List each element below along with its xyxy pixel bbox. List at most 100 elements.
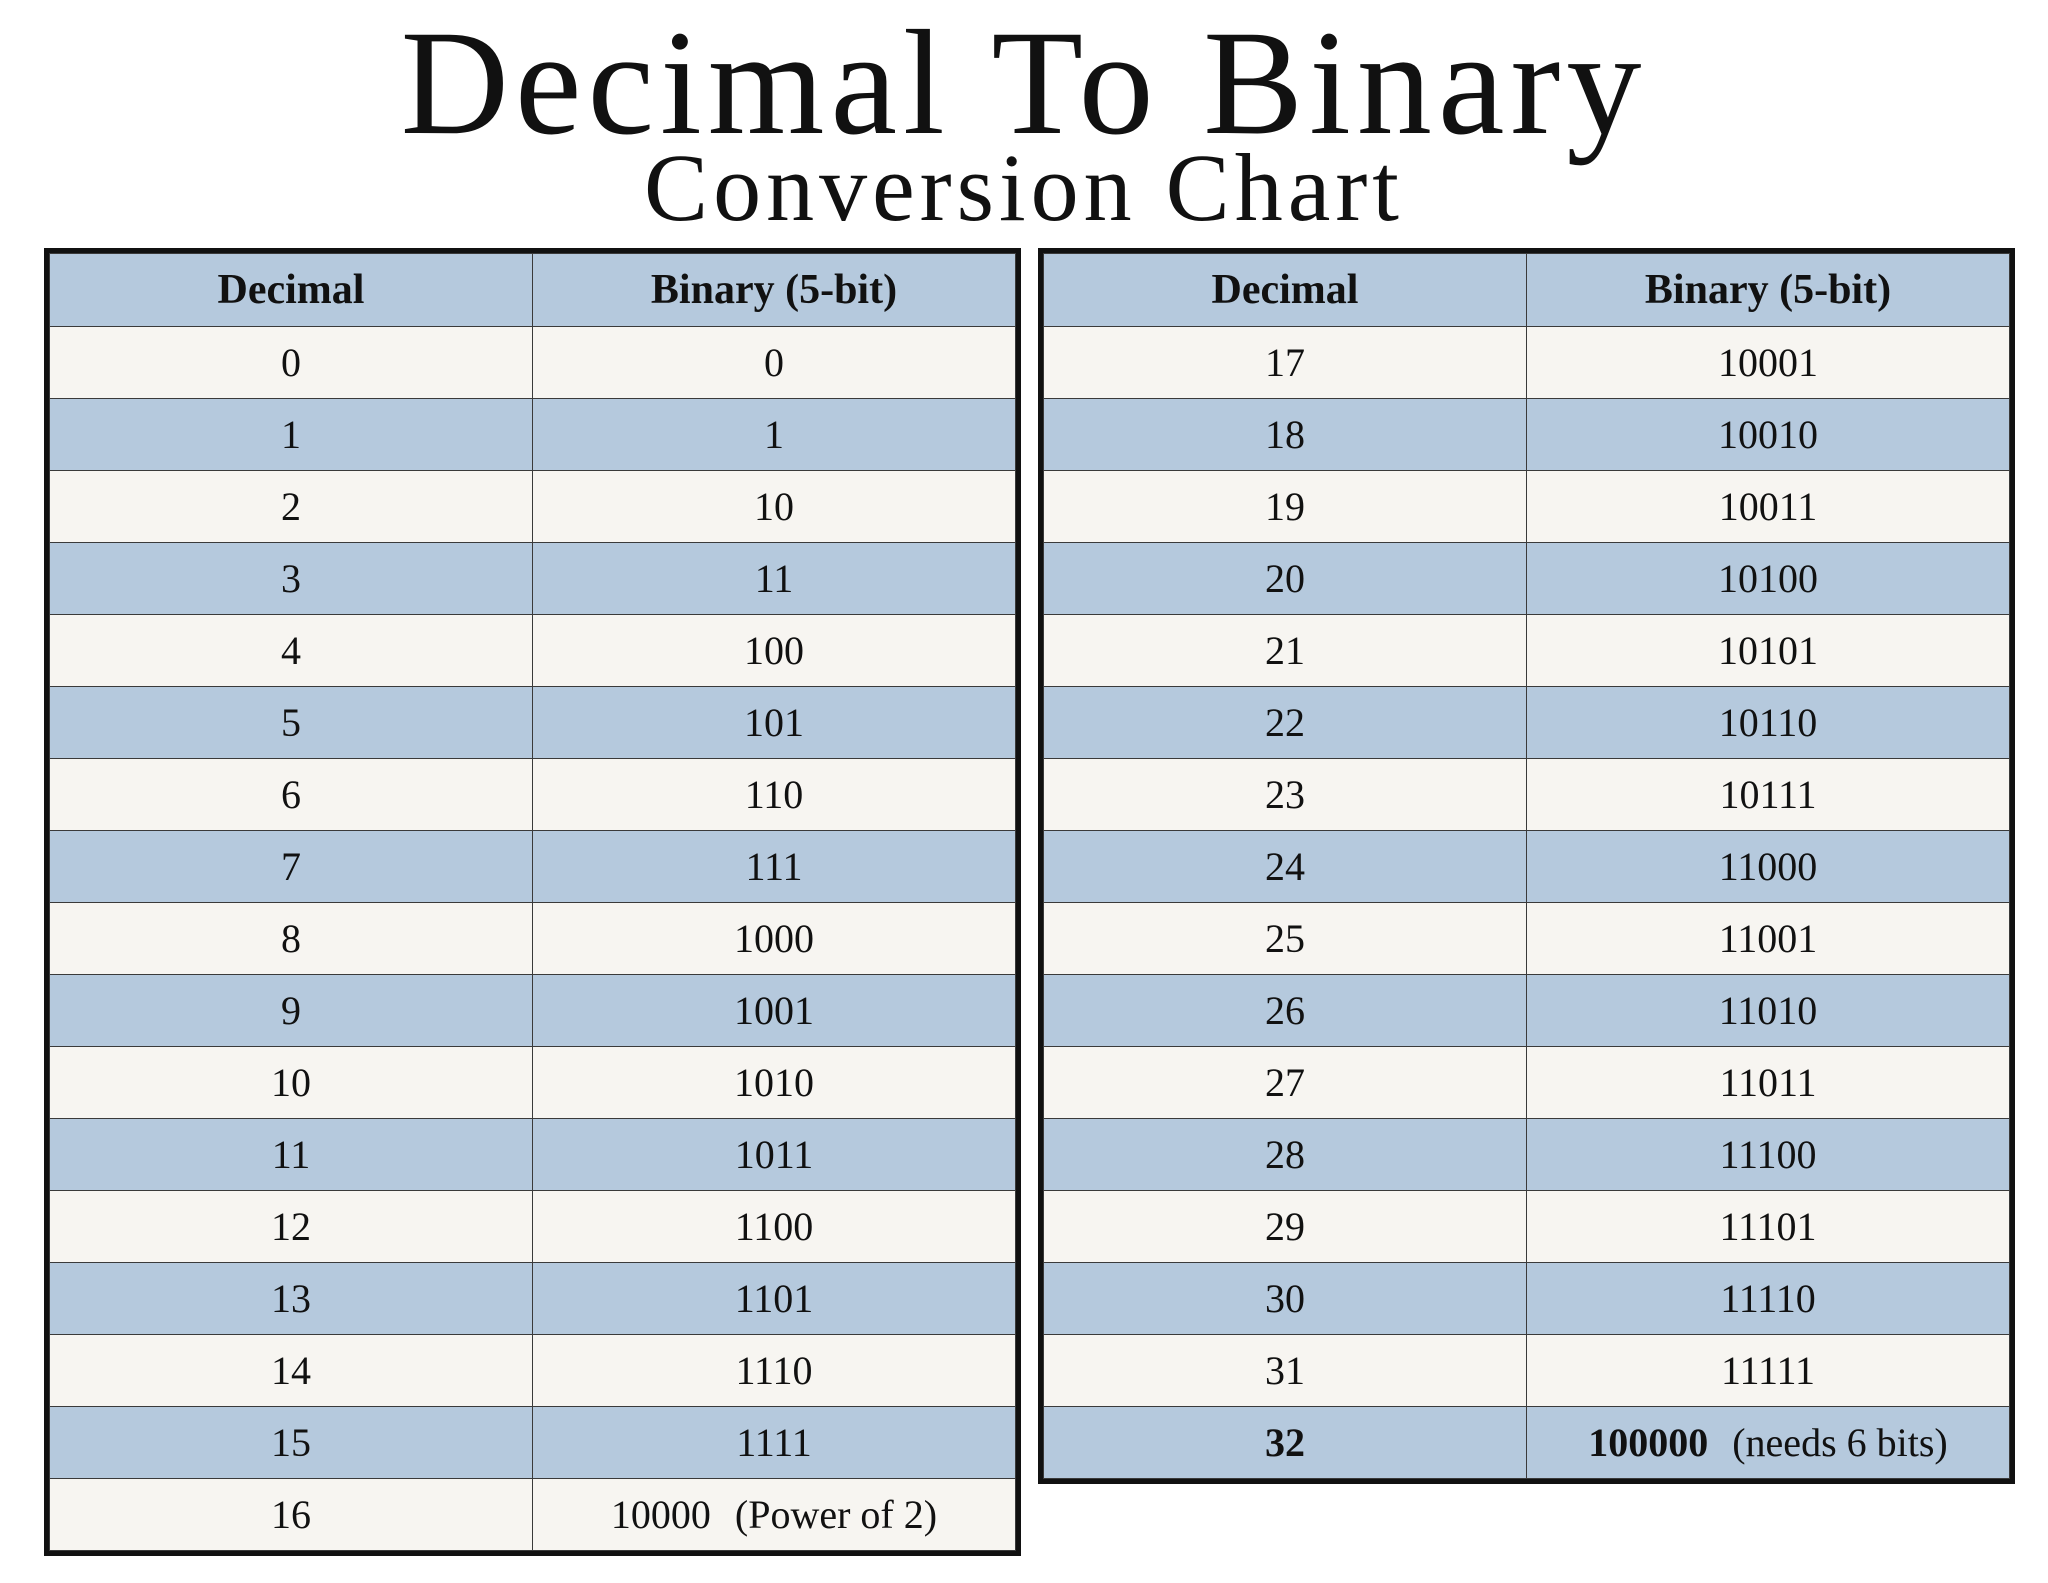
binary-cell: 10100 xyxy=(1526,542,2010,615)
conversion-table-left: Decimal Binary (5-bit) 0 0 1 1 2 10 3 11 4 100 5 10… xyxy=(44,248,1021,1556)
binary-value: 1011 xyxy=(734,1132,814,1177)
binary-cell: 11110 xyxy=(1526,1262,2010,1335)
binary-note: (Power of 2) xyxy=(734,1492,938,1537)
decimal-column-header: Decimal xyxy=(1043,253,1527,327)
decimal-cell: 32 xyxy=(1043,1406,1527,1479)
table-row: 19 10011 xyxy=(1043,470,2010,543)
table-body-left: 0 0 1 1 2 10 3 11 4 100 5 101 6 110 7 111 8 1000 9 1001 10 10… xyxy=(49,326,1016,1551)
decimal-cell: 23 xyxy=(1043,758,1527,831)
table-row: 31 11111 xyxy=(1043,1334,2010,1407)
decimal-cell: 7 xyxy=(49,830,533,903)
table-row: 3 11 xyxy=(49,542,1016,615)
decimal-cell: 28 xyxy=(1043,1118,1527,1191)
decimal-cell: 19 xyxy=(1043,470,1527,543)
decimal-cell: 22 xyxy=(1043,686,1527,759)
table-row: 24 11000 xyxy=(1043,830,2010,903)
table-row: 8 1000 xyxy=(49,902,1016,975)
binary-value: 1010 xyxy=(734,1060,814,1105)
table-row: 13 1101 xyxy=(49,1262,1016,1335)
binary-value: 10011 xyxy=(1718,484,1818,529)
binary-value: 1100 xyxy=(734,1204,814,1249)
table-row: 27 11011 xyxy=(1043,1046,2010,1119)
table-row: 28 11100 xyxy=(1043,1118,2010,1191)
decimal-cell: 13 xyxy=(49,1262,533,1335)
binary-cell: 1011 xyxy=(532,1118,1016,1191)
decimal-cell: 24 xyxy=(1043,830,1527,903)
binary-cell: 1000 xyxy=(532,902,1016,975)
binary-cell: 101 xyxy=(532,686,1016,759)
table-row: 14 1110 xyxy=(49,1334,1016,1407)
binary-cell: 111 xyxy=(532,830,1016,903)
binary-cell: 10001 xyxy=(1526,326,2010,399)
decimal-cell: 25 xyxy=(1043,902,1527,975)
decimal-cell: 21 xyxy=(1043,614,1527,687)
decimal-cell: 3 xyxy=(49,542,533,615)
binary-note: (needs 6 bits) xyxy=(1732,1420,1948,1465)
table-row: 20 10100 xyxy=(1043,542,2010,615)
binary-cell: 11010 xyxy=(1526,974,2010,1047)
table-row: 4 100 xyxy=(49,614,1016,687)
decimal-cell: 16 xyxy=(49,1478,533,1551)
binary-cell: 11100 xyxy=(1526,1118,2010,1191)
binary-value: 10 xyxy=(754,484,794,529)
binary-cell: 10101 xyxy=(1526,614,2010,687)
binary-value: 11110 xyxy=(1720,1276,1816,1321)
binary-value: 100 xyxy=(744,628,804,673)
table-body-right: 17 10001 18 10010 19 10011 20 10100 21 10101 22 101… xyxy=(1043,326,2010,1479)
binary-cell: 1111 xyxy=(532,1406,1016,1479)
table-header-row: Decimal Binary (5-bit) xyxy=(1043,253,2010,327)
binary-value: 10111 xyxy=(1719,772,1817,817)
table-row: 6 110 xyxy=(49,758,1016,831)
table-row: 7 111 xyxy=(49,830,1016,903)
binary-value: 10010 xyxy=(1718,412,1818,457)
decimal-cell: 9 xyxy=(49,974,533,1047)
binary-value: 110 xyxy=(744,772,804,817)
table-row: 2 10 xyxy=(49,470,1016,543)
table-row: 5 101 xyxy=(49,686,1016,759)
binary-value: 1001 xyxy=(734,988,814,1033)
decimal-cell: 17 xyxy=(1043,326,1527,399)
binary-value: 11001 xyxy=(1718,916,1818,961)
table-row: 18 10010 xyxy=(1043,398,2010,471)
binary-cell: 0 xyxy=(532,326,1016,399)
binary-value: 1111 xyxy=(736,1420,812,1465)
binary-value: 111 xyxy=(745,844,803,889)
binary-column-header: Binary (5-bit) xyxy=(1526,253,2010,327)
binary-value: 1000 xyxy=(734,916,814,961)
binary-cell: 11000 xyxy=(1526,830,2010,903)
decimal-cell: 29 xyxy=(1043,1190,1527,1263)
binary-value: 11 xyxy=(754,556,794,601)
table-row: 32 100000 (needs 6 bits) xyxy=(1043,1406,2010,1479)
page-title: Decimal To Binary xyxy=(400,0,1648,166)
binary-cell: 10010 xyxy=(1526,398,2010,471)
binary-value: 10101 xyxy=(1718,628,1818,673)
binary-value: 11011 xyxy=(1719,1060,1817,1105)
decimal-cell: 6 xyxy=(49,758,533,831)
binary-value: 10110 xyxy=(1718,700,1818,745)
table-row: 16 10000 (Power of 2) xyxy=(49,1478,1016,1551)
decimal-cell: 12 xyxy=(49,1190,533,1263)
decimal-cell: 0 xyxy=(49,326,533,399)
table-row: 30 11110 xyxy=(1043,1262,2010,1335)
decimal-cell: 2 xyxy=(49,470,533,543)
binary-value: 100000 xyxy=(1588,1420,1709,1465)
binary-value: 1101 xyxy=(734,1276,814,1321)
table-row: 12 1100 xyxy=(49,1190,1016,1263)
table-header-row: Decimal Binary (5-bit) xyxy=(49,253,1016,327)
binary-column-header: Binary (5-bit) xyxy=(532,253,1016,327)
binary-cell: 1110 xyxy=(532,1334,1016,1407)
table-row: 15 1111 xyxy=(49,1406,1016,1479)
binary-value: 11101 xyxy=(1719,1204,1817,1249)
decimal-cell: 10 xyxy=(49,1046,533,1119)
binary-cell: 10 xyxy=(532,470,1016,543)
binary-value: 10000 xyxy=(610,1492,711,1537)
binary-cell: 11101 xyxy=(1526,1190,2010,1263)
binary-cell: 1010 xyxy=(532,1046,1016,1119)
binary-value: 0 xyxy=(764,340,784,385)
binary-cell: 1001 xyxy=(532,974,1016,1047)
conversion-table-right: Decimal Binary (5-bit) 17 10001 18 10010 19 1… xyxy=(1038,248,2015,1484)
decimal-cell: 31 xyxy=(1043,1334,1527,1407)
binary-value: 1 xyxy=(764,412,784,457)
page-subtitle: Conversion Chart xyxy=(644,134,1404,241)
